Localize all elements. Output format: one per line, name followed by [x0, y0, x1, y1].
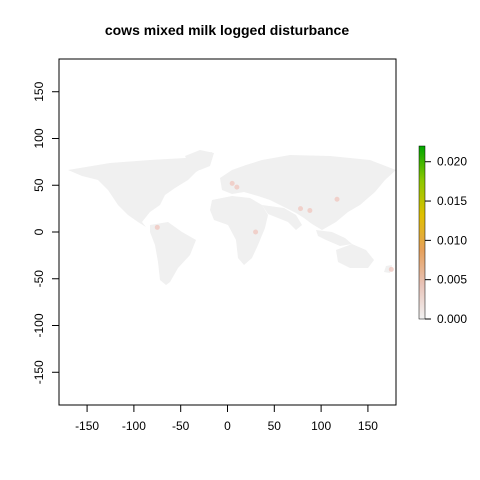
world-landmass: [68, 150, 396, 285]
y-tick-label: -50: [32, 270, 46, 288]
y-tick-label: 150: [32, 81, 46, 101]
x-tick-label: 0: [224, 419, 231, 433]
legend-colorbar: [418, 145, 426, 320]
chart-title: cows mixed milk logged disturbance: [105, 22, 349, 38]
south-america: [150, 222, 196, 285]
x-tick-label: -50: [172, 419, 190, 433]
y-tick-label: 0: [32, 228, 46, 235]
north-america: [68, 152, 212, 227]
legend-tick-label: 0.005: [437, 273, 467, 287]
hotspot-cell: [298, 206, 304, 212]
y-tick-label: 50: [32, 178, 46, 192]
hotspot-cell: [253, 229, 259, 235]
southeast-asia: [316, 230, 352, 246]
plot-background: [59, 59, 396, 405]
hotspot-cell: [229, 180, 235, 186]
hotspot-cell: [334, 196, 340, 202]
legend-tick-label: 0.015: [437, 194, 467, 208]
australia: [336, 244, 374, 268]
hotspot-cell: [154, 224, 160, 230]
color-legend: 0.000 0.005 0.010 0.015 0.020: [418, 145, 467, 326]
x-tick-label: 100: [311, 419, 331, 433]
y-tick-label: 100: [32, 128, 46, 148]
x-tick-label: -100: [122, 419, 146, 433]
hotspots-layer: [154, 180, 394, 272]
hotspot-cell: [234, 184, 240, 190]
y-tick-label: -150: [32, 360, 46, 384]
x-tick-label: -150: [75, 419, 99, 433]
y-tick-label: -100: [32, 313, 46, 337]
x-axis: -150 -100 -50 0 50 100 150: [75, 404, 378, 433]
x-tick-label: 150: [358, 419, 378, 433]
y-axis: 150 100 50 0 -50 -100 -150: [32, 81, 60, 384]
africa: [210, 196, 268, 265]
legend-tick-label: 0.020: [437, 155, 467, 169]
x-tick-label: 50: [268, 419, 282, 433]
eurasia: [220, 155, 396, 230]
greenland: [185, 150, 214, 170]
legend-tick-label: 0.000: [437, 312, 467, 326]
hotspot-cell: [307, 207, 313, 213]
hotspot-cell: [388, 266, 394, 272]
south-asia: [262, 205, 302, 230]
legend-tick-label: 0.010: [437, 233, 467, 247]
